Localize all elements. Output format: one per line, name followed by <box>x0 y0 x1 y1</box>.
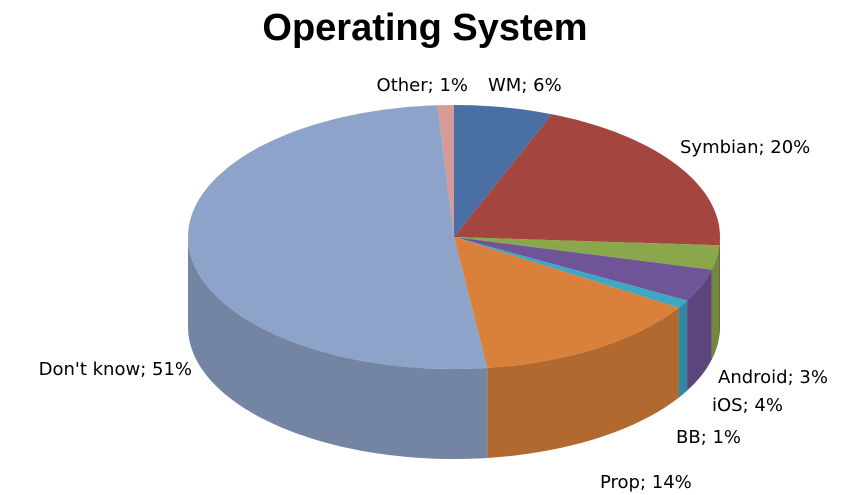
pie-slice <box>454 105 552 237</box>
pie-side-shade <box>678 300 688 398</box>
pie-side <box>711 245 720 360</box>
data-label: Prop; 14% <box>600 472 692 493</box>
pie-side <box>719 237 720 336</box>
pie-side <box>678 300 688 398</box>
pie-slice <box>188 105 488 370</box>
pie-slice <box>454 237 720 270</box>
data-label: BB; 1% <box>676 427 741 448</box>
pie-side <box>687 269 712 391</box>
data-label: Symbian; 20% <box>680 137 810 158</box>
pie-side-shade <box>719 237 720 336</box>
data-label: Android; 3% <box>718 367 828 388</box>
pie-side-shade <box>188 237 488 459</box>
pie-slice <box>454 237 688 308</box>
pie-slice <box>437 105 454 237</box>
pie-side <box>487 307 679 458</box>
pie-slice <box>454 114 720 246</box>
pie-side-shade <box>487 307 679 458</box>
data-label: WM; 6% <box>488 75 562 96</box>
pie-slice <box>454 237 712 301</box>
chart-title: Operating System <box>262 7 587 49</box>
pie-side-shade <box>711 245 720 360</box>
data-label: Other; 1% <box>377 75 468 96</box>
pie-side <box>188 237 488 459</box>
pie-slice <box>454 237 679 368</box>
data-label: Don't know; 51% <box>39 359 192 380</box>
pie-side-shade <box>687 269 712 391</box>
data-label: iOS; 4% <box>712 395 783 416</box>
